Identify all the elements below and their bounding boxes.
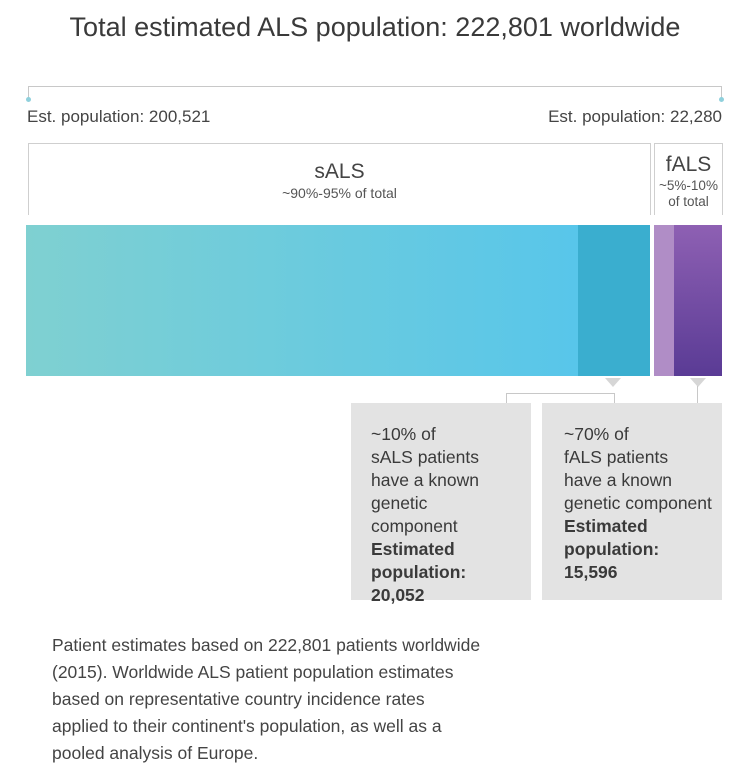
sals-card-line3: have a known (371, 470, 479, 490)
total-bracket-line (28, 86, 722, 87)
fals-subtitle-line1: ~5%-10% (659, 178, 718, 193)
fals-card-line2: fALS patients (564, 447, 669, 467)
fals-card-est-line1: Estimated (564, 516, 648, 536)
sals-genetic-card: ~10% of sALS patients have a known genet… (351, 403, 531, 605)
footnote: Patient estimates based on 222,801 patie… (52, 635, 481, 763)
chart-title: Total estimated ALS population: 222,801 … (69, 12, 681, 42)
bracket-right-dot (719, 97, 724, 102)
sals-label-box: sALS ~90%-95% of total (28, 143, 651, 215)
sals-subtitle: ~90%-95% of total (282, 185, 397, 201)
fals-card-line3: have a known (564, 470, 672, 490)
bracket-left-tick (28, 86, 29, 99)
fals-card-est-value: 15,596 (564, 562, 618, 582)
fals-card-line4: genetic component (564, 493, 712, 513)
sals-card-est-line1: Estimated (371, 539, 455, 559)
fals-title: fALS (665, 153, 712, 176)
sals-genetic-bar (578, 225, 650, 376)
fals-genetic-arrow (690, 378, 706, 387)
sals-genetic-arrow (605, 378, 621, 387)
sals-title: sALS (314, 160, 365, 183)
fals-genetic-bar (674, 225, 722, 376)
sals-card-est-line2: population: (371, 562, 467, 582)
fals-card-line1: ~70% of (564, 424, 629, 444)
bracket-left-dot (26, 97, 31, 102)
fals-connector (697, 386, 698, 403)
fals-bar (654, 225, 674, 376)
fals-genetic-card: ~70% of fALS patients have a known genet… (542, 403, 722, 600)
sals-estimate-label: Est. population: 200,521 (27, 107, 211, 126)
sals-bar (26, 225, 578, 376)
fals-card-est-line2: population: (564, 539, 660, 559)
fals-subtitle-line2: of total (668, 194, 709, 209)
sals-card-line4: genetic component (371, 493, 458, 536)
fals-label-box: fALS ~5%-10% of total (654, 143, 723, 215)
sals-card-line2: sALS patients (371, 447, 479, 467)
bracket-right-tick (721, 86, 722, 99)
fals-estimate-label: Est. population: 22,280 (548, 107, 722, 126)
sals-card-est-value: 20,052 (371, 585, 425, 605)
sals-card-line1: ~10% of (371, 424, 436, 444)
sals-connector (506, 393, 615, 404)
